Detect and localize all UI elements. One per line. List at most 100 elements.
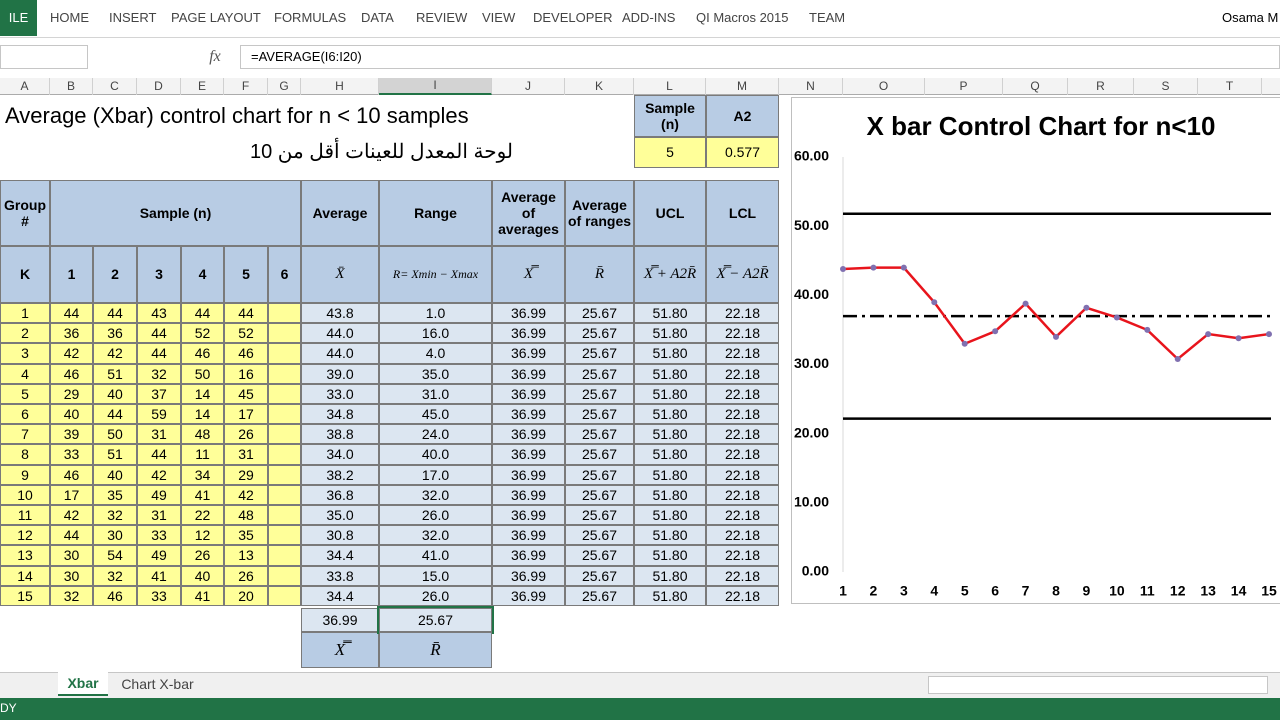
data-cell[interactable]: 51.80 bbox=[634, 464, 706, 485]
data-cell[interactable]: 33 bbox=[137, 585, 181, 606]
data-cell[interactable]: 22.18 bbox=[706, 505, 779, 526]
data-cell[interactable]: 51.80 bbox=[634, 484, 706, 505]
data-cell[interactable]: 43.8 bbox=[301, 303, 379, 324]
data-cell[interactable]: 36 bbox=[50, 323, 93, 344]
data-cell[interactable]: 46 bbox=[224, 343, 268, 364]
column-header[interactable]: B bbox=[50, 78, 93, 95]
data-cell[interactable]: 29 bbox=[50, 383, 93, 404]
data-cell[interactable]: 25.67 bbox=[565, 565, 634, 586]
data-cell[interactable]: 36.99 bbox=[492, 303, 565, 324]
data-cell[interactable]: 7 bbox=[0, 424, 50, 445]
data-cell[interactable]: 34 bbox=[181, 464, 224, 485]
data-cell[interactable]: 42 bbox=[137, 464, 181, 485]
data-cell[interactable]: 50 bbox=[181, 363, 224, 384]
data-cell[interactable]: 46 bbox=[50, 464, 93, 485]
column-header[interactable]: P bbox=[925, 78, 1003, 95]
column-header[interactable]: I bbox=[379, 78, 492, 95]
data-cell[interactable]: 14 bbox=[181, 383, 224, 404]
data-cell[interactable]: 25.67 bbox=[565, 545, 634, 566]
data-cell[interactable]: 34.4 bbox=[301, 545, 379, 566]
data-cell[interactable]: 22.18 bbox=[706, 363, 779, 384]
data-cell[interactable]: 34.0 bbox=[301, 444, 379, 465]
data-cell[interactable]: 35 bbox=[93, 484, 137, 505]
data-cell[interactable]: 22.18 bbox=[706, 303, 779, 324]
data-cell[interactable]: 48 bbox=[181, 424, 224, 445]
data-cell[interactable]: 44 bbox=[50, 525, 93, 546]
data-cell[interactable]: 14 bbox=[181, 404, 224, 425]
data-cell[interactable]: 25.67 bbox=[565, 343, 634, 364]
ribbon-tab[interactable]: FORMULAS bbox=[274, 9, 347, 25]
data-cell[interactable]: 32.0 bbox=[379, 525, 492, 546]
data-cell[interactable]: 52 bbox=[181, 323, 224, 344]
data-cell[interactable]: 30 bbox=[50, 545, 93, 566]
data-cell[interactable]: 36.99 bbox=[492, 343, 565, 364]
data-cell[interactable]: 41 bbox=[181, 484, 224, 505]
data-cell[interactable]: 33.0 bbox=[301, 383, 379, 404]
column-header[interactable]: F bbox=[224, 78, 268, 95]
data-cell[interactable]: 26 bbox=[224, 424, 268, 445]
data-cell[interactable]: 25.67 bbox=[565, 525, 634, 546]
column-header[interactable]: S bbox=[1134, 78, 1198, 95]
ribbon-tab[interactable]: REVIEW bbox=[416, 9, 468, 25]
data-cell[interactable]: 54 bbox=[93, 545, 137, 566]
data-cell[interactable]: 40 bbox=[50, 404, 93, 425]
data-cell[interactable]: 32 bbox=[93, 565, 137, 586]
data-cell[interactable]: 44 bbox=[224, 303, 268, 324]
data-cell[interactable]: 32.0 bbox=[379, 484, 492, 505]
data-cell[interactable]: 35.0 bbox=[301, 505, 379, 526]
data-cell[interactable]: 17 bbox=[224, 404, 268, 425]
data-cell[interactable]: 24.0 bbox=[379, 424, 492, 445]
column-header[interactable]: C bbox=[93, 78, 137, 95]
data-cell[interactable]: 36.99 bbox=[492, 525, 565, 546]
data-cell[interactable]: 45 bbox=[224, 383, 268, 404]
param-value[interactable]: 0.577 bbox=[706, 137, 779, 168]
column-header[interactable]: N bbox=[779, 78, 843, 95]
data-cell[interactable]: 49 bbox=[137, 545, 181, 566]
data-cell[interactable]: 26.0 bbox=[379, 585, 492, 606]
data-cell[interactable]: 51.80 bbox=[634, 424, 706, 445]
data-cell[interactable]: 44 bbox=[93, 404, 137, 425]
data-cell[interactable]: 45.0 bbox=[379, 404, 492, 425]
data-cell[interactable]: 51.80 bbox=[634, 363, 706, 384]
data-cell[interactable]: 12 bbox=[181, 525, 224, 546]
data-cell[interactable]: 25.67 bbox=[565, 363, 634, 384]
data-cell[interactable]: 36.99 bbox=[492, 424, 565, 445]
data-cell[interactable]: 17.0 bbox=[379, 464, 492, 485]
data-cell[interactable]: 11 bbox=[181, 444, 224, 465]
empty-cell[interactable] bbox=[268, 383, 301, 404]
data-cell[interactable]: 5 bbox=[0, 383, 50, 404]
data-cell[interactable]: 25.67 bbox=[565, 444, 634, 465]
data-cell[interactable]: 51.80 bbox=[634, 404, 706, 425]
empty-cell[interactable] bbox=[268, 505, 301, 526]
data-cell[interactable]: 29 bbox=[224, 464, 268, 485]
data-cell[interactable]: 13 bbox=[0, 545, 50, 566]
data-cell[interactable]: 20 bbox=[224, 585, 268, 606]
ribbon-tab[interactable]: DATA bbox=[361, 9, 394, 25]
data-cell[interactable]: 42 bbox=[224, 484, 268, 505]
formula-input[interactable]: =AVERAGE(I6:I20) bbox=[240, 45, 1280, 69]
data-cell[interactable]: 25.67 bbox=[565, 383, 634, 404]
data-cell[interactable]: 4 bbox=[0, 363, 50, 384]
data-cell[interactable]: 36.99 bbox=[492, 585, 565, 606]
empty-cell[interactable] bbox=[268, 303, 301, 324]
data-cell[interactable]: 31 bbox=[137, 505, 181, 526]
data-cell[interactable]: 40.0 bbox=[379, 444, 492, 465]
data-cell[interactable]: 44 bbox=[181, 303, 224, 324]
data-cell[interactable]: 44.0 bbox=[301, 343, 379, 364]
data-cell[interactable]: 35 bbox=[224, 525, 268, 546]
empty-cell[interactable] bbox=[268, 545, 301, 566]
data-cell[interactable]: 38.2 bbox=[301, 464, 379, 485]
data-cell[interactable]: 25.67 bbox=[565, 484, 634, 505]
param-value[interactable]: 5 bbox=[634, 137, 706, 168]
data-cell[interactable]: 4.0 bbox=[379, 343, 492, 364]
ribbon-tab[interactable]: PAGE LAYOUT bbox=[171, 9, 261, 25]
data-cell[interactable]: 3 bbox=[0, 343, 50, 364]
data-cell[interactable]: 52 bbox=[224, 323, 268, 344]
empty-cell[interactable] bbox=[268, 404, 301, 425]
data-cell[interactable]: 31 bbox=[224, 444, 268, 465]
data-cell[interactable]: 49 bbox=[137, 484, 181, 505]
data-cell[interactable]: 11 bbox=[0, 505, 50, 526]
data-cell[interactable]: 36.99 bbox=[492, 545, 565, 566]
data-cell[interactable]: 51 bbox=[93, 444, 137, 465]
data-cell[interactable]: 46 bbox=[181, 343, 224, 364]
